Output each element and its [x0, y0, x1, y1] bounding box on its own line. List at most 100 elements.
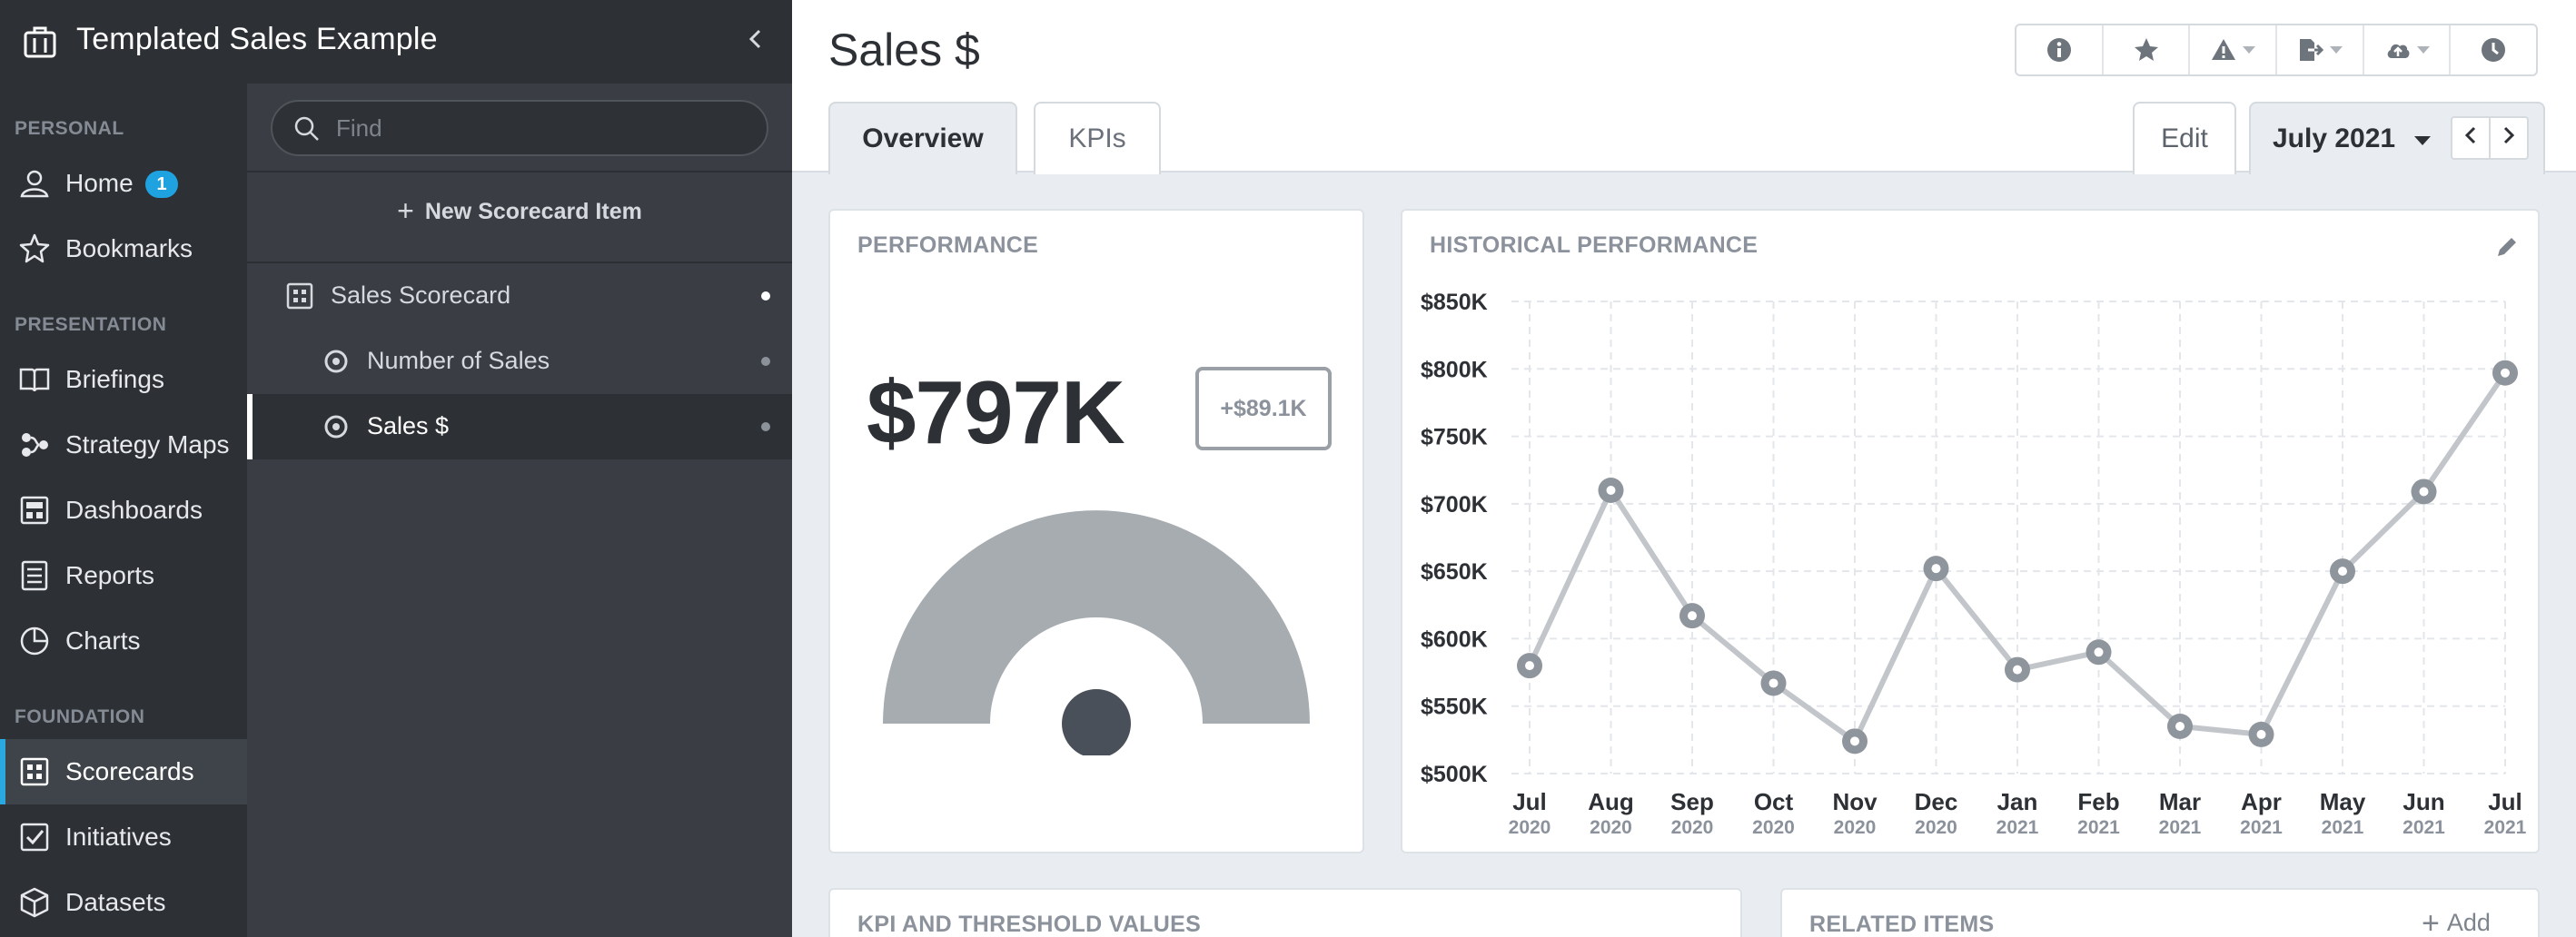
x-tick-year-label: 2021	[2159, 817, 2202, 838]
y-tick-label: $700K	[1421, 492, 1488, 518]
caret-down-icon	[2414, 136, 2431, 145]
pencil-icon[interactable]	[2492, 232, 2522, 261]
main-header: Sales $ Overview KPIs Edit July 2021	[792, 0, 2576, 174]
nav-item-label: Dashboards	[65, 496, 203, 524]
info-button[interactable]	[2016, 25, 2104, 74]
data-point-center	[2256, 729, 2266, 739]
nav-item-label: Bookmarks	[65, 234, 193, 262]
export-button[interactable]	[2277, 25, 2364, 74]
nav-item-datasets[interactable]: Datasets	[0, 870, 247, 935]
data-point-center	[2094, 647, 2104, 657]
dashboard-icon	[20, 496, 49, 525]
x-tick-label: Mar	[2159, 788, 2201, 815]
app-title: Templated Sales Example	[76, 22, 438, 56]
metric-icon	[324, 350, 348, 373]
x-tick-year-label: 2021	[2077, 817, 2120, 838]
nav-section-foundation: FOUNDATION	[15, 706, 145, 727]
nav-item-scorecards[interactable]: Scorecards	[0, 739, 247, 804]
performance-value: $797K	[867, 362, 1125, 462]
cloud-upload-icon	[2387, 44, 2409, 58]
divider	[247, 171, 792, 173]
x-tick-label: Feb	[2077, 788, 2119, 815]
nav-item-charts[interactable]: Charts	[0, 608, 247, 674]
data-point-center	[1850, 736, 1859, 746]
nav-item-label: Charts	[65, 626, 141, 655]
previous-period-button[interactable]	[2451, 116, 2491, 160]
x-tick-year-label: 2020	[1915, 817, 1957, 838]
edit-button[interactable]: Edit	[2133, 102, 2236, 174]
export-icon	[2299, 39, 2323, 61]
tab-kpis[interactable]: KPIs	[1034, 102, 1161, 174]
card-title: RELATED ITEMS	[1809, 912, 1995, 937]
upload-button[interactable]	[2364, 25, 2452, 74]
x-tick-year-label: 2021	[1996, 817, 2039, 838]
x-tick-label: Sep	[1670, 788, 1714, 815]
collapse-sidebar-button[interactable]	[739, 24, 772, 60]
y-tick-label: $650K	[1421, 559, 1488, 585]
briefcase-icon	[24, 26, 56, 58]
x-tick-year-label: 2020	[1671, 817, 1714, 838]
nav-item-label: Strategy Maps	[65, 430, 230, 459]
x-tick-label: Nov	[1832, 788, 1878, 815]
tab-overview[interactable]: Overview	[828, 102, 1017, 174]
nav-item-home[interactable]: Home 1	[0, 151, 247, 216]
nav-item-reports[interactable]: Reports	[0, 543, 247, 608]
y-tick-label: $500K	[1421, 762, 1488, 787]
x-tick-year-label: 2021	[2403, 817, 2445, 838]
related-items-card: RELATED ITEMS + Add	[1780, 888, 2540, 937]
gauge-arc	[883, 510, 1310, 724]
data-point-center	[1688, 611, 1697, 621]
toolbar	[2015, 24, 2538, 76]
bookmark-button[interactable]	[2104, 25, 2191, 74]
data-point-center	[1769, 678, 1778, 688]
find-input[interactable]	[336, 111, 754, 145]
nav-item-label: Reports	[65, 561, 155, 589]
nav-item-dashboards[interactable]: Dashboards	[0, 478, 247, 543]
add-related-item-button[interactable]: + Add	[2422, 906, 2491, 937]
data-point-center	[1525, 661, 1534, 671]
x-tick-label: Jun	[2403, 788, 2444, 815]
period-label: July 2021	[2273, 123, 2396, 153]
next-period-button[interactable]	[2489, 116, 2529, 160]
x-tick-label: Oct	[1754, 788, 1794, 815]
warning-icon	[2212, 39, 2236, 60]
info-icon	[2046, 38, 2071, 62]
app-header: Templated Sales Example	[0, 0, 792, 84]
notification-badge: 1	[145, 171, 178, 198]
strategy-map-icon	[22, 433, 48, 457]
find-box[interactable]	[271, 100, 768, 156]
gauge-needle	[1062, 689, 1131, 755]
x-tick-label: May	[2320, 788, 2366, 815]
history-button[interactable]	[2451, 25, 2536, 74]
tree-item-number-of-sales[interactable]: Number of Sales	[247, 329, 792, 394]
y-tick-label: $600K	[1421, 626, 1488, 652]
change-badge: +$89.1K	[1195, 367, 1332, 450]
y-tick-label: $850K	[1421, 290, 1488, 315]
scorecard-icon	[286, 282, 313, 310]
card-title: HISTORICAL PERFORMANCE	[1430, 232, 1759, 258]
x-tick-year-label: 2021	[2240, 817, 2283, 838]
period-selector[interactable]: July 2021	[2249, 102, 2545, 174]
nav-item-bookmarks[interactable]: Bookmarks	[0, 216, 247, 281]
history-icon	[2482, 38, 2506, 62]
nav-item-briefings[interactable]: Briefings	[0, 347, 247, 412]
gauge	[883, 510, 1310, 755]
status-dot	[761, 291, 770, 301]
star-icon	[19, 233, 50, 263]
alerts-button[interactable]	[2190, 25, 2278, 74]
tree-item-sales-dollars[interactable]: Sales $	[247, 394, 792, 459]
kpi-threshold-card: KPI AND THRESHOLD VALUES	[828, 888, 1742, 937]
x-tick-year-label: 2020	[1834, 817, 1877, 838]
tree-item-label: Sales Scorecard	[331, 281, 511, 309]
chevron-down-icon	[2329, 46, 2343, 54]
nav-item-label: Briefings	[65, 365, 164, 393]
x-tick-label: Jan	[1997, 788, 2038, 815]
nav-item-initiatives[interactable]: Initiatives	[0, 804, 247, 870]
chevron-down-icon	[2416, 46, 2430, 54]
plus-icon: +	[2422, 906, 2440, 937]
tree-item-sales-scorecard[interactable]: Sales Scorecard	[247, 263, 792, 329]
new-scorecard-item-button[interactable]: + New Scorecard Item	[247, 183, 792, 238]
book-icon	[19, 368, 50, 392]
nav-item-strategy-maps[interactable]: Strategy Maps	[0, 412, 247, 478]
x-tick-year-label: 2020	[1590, 817, 1632, 838]
